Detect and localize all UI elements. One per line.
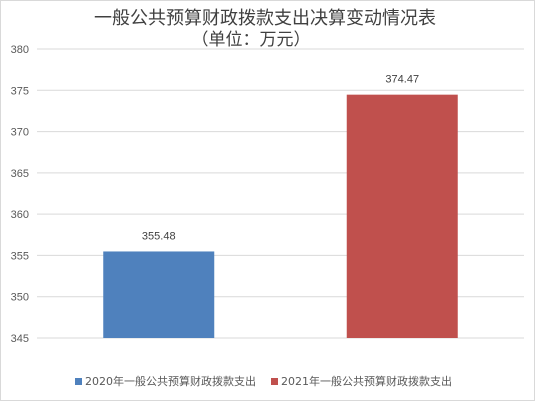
y-tick-label: 345 [11,333,29,345]
legend-swatch-2 [271,378,278,385]
bar-2 [346,94,458,338]
y-axis: 345 350 355 360 365 370 375 380 [11,44,29,345]
legend-label-2: 2021年一般公共预算财政拨款支出 [281,374,452,388]
data-label-1: 355.48 [142,230,176,242]
chart-subtitle: （单位：万元） [192,30,311,50]
y-tick-label: 375 [11,85,29,97]
bar-1 [103,251,215,338]
legend-label-1: 2020年一般公共预算财政拨款支出 [85,374,256,388]
y-tick-label: 360 [11,209,29,221]
y-tick-label: 365 [11,168,29,180]
y-tick-label: 380 [11,44,29,56]
y-tick-label: 370 [11,127,29,139]
legend: 2020年一般公共预算财政拨款支出 2021年一般公共预算财政拨款支出 [75,374,452,388]
data-labels: 355.48 374.47 [142,74,419,243]
bars [103,94,458,338]
y-tick-label: 350 [11,292,29,304]
y-tick-label: 355 [11,250,29,262]
data-label-2: 374.47 [385,74,419,86]
legend-swatch-1 [75,378,82,385]
chart-title: 一般公共预算财政拨款支出决算变动情况表 [94,8,436,29]
